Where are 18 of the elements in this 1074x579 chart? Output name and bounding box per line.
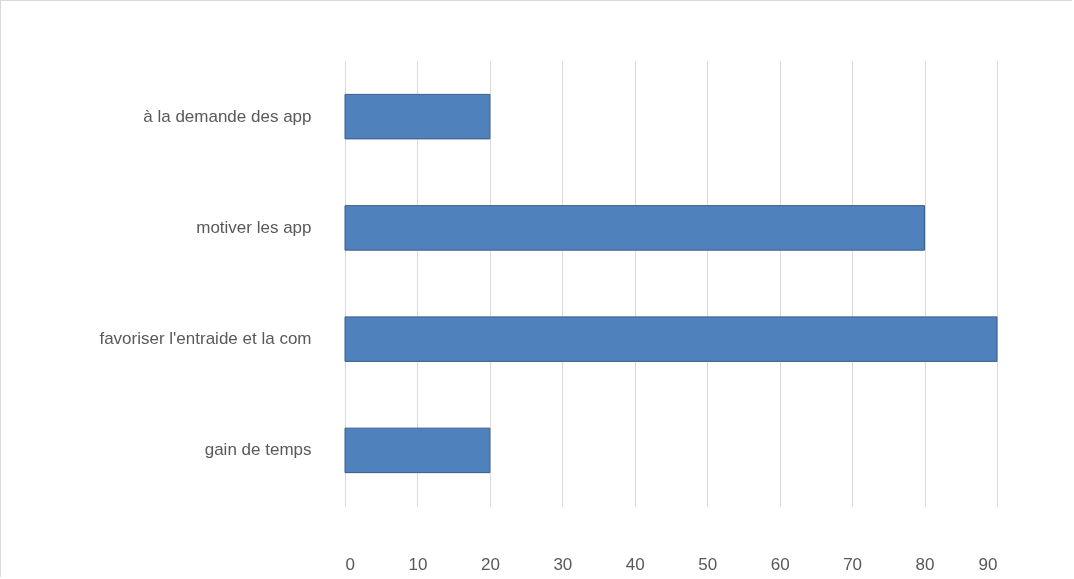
x-tick-label: 90 — [978, 554, 998, 574]
x-tick-label: 50 — [698, 554, 718, 574]
x-tick-label: 60 — [770, 554, 790, 574]
x-tick-label: 70 — [843, 554, 863, 574]
y-tick-label: favoriser l'entraide et la com — [99, 329, 312, 349]
bar — [344, 93, 491, 140]
bar — [344, 316, 998, 362]
x-tick-label: 10 — [408, 554, 428, 574]
bar — [344, 427, 491, 474]
y-tick-label: à la demande des app — [143, 106, 312, 126]
y-tick-label: gain de temps — [204, 440, 312, 460]
x-tick-label: 80 — [915, 554, 935, 574]
y-tick-label: motiver les app — [196, 217, 312, 237]
x-tick-label: 30 — [553, 554, 573, 574]
bar — [344, 205, 926, 251]
x-tick-label: 20 — [480, 554, 500, 574]
x-tick-label: 0 — [345, 554, 355, 574]
x-tick-label: 40 — [625, 554, 645, 574]
